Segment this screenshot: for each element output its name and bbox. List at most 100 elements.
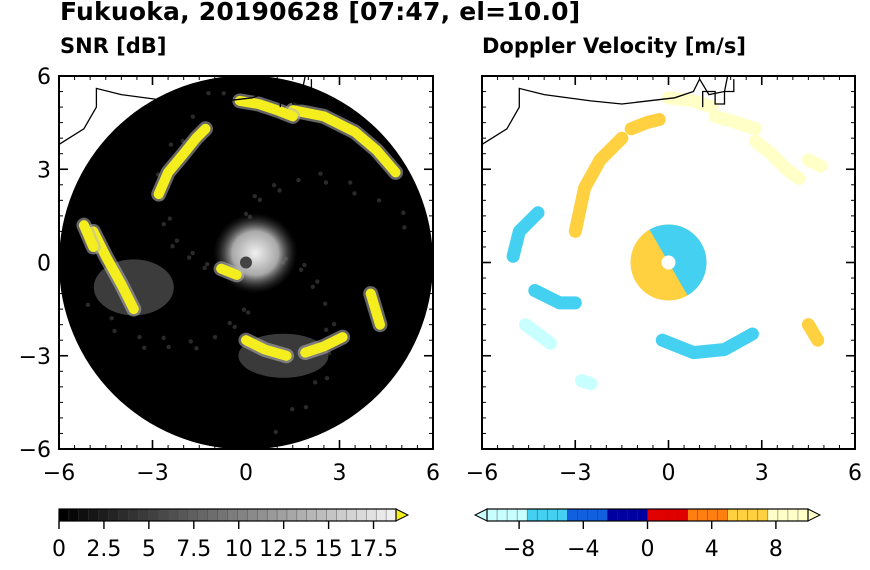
x-tick-label: 0	[239, 461, 253, 486]
colorbar-tick-label: 10	[225, 537, 253, 562]
plot-frame	[58, 75, 434, 450]
colorbar-tick-label: 0	[52, 537, 66, 562]
noise-speckle	[190, 250, 195, 256]
colorbar-tick-label: 8	[769, 537, 783, 562]
colorbar-cell	[336, 508, 348, 522]
noise-speckle	[221, 91, 226, 96]
radar-site	[240, 256, 252, 269]
noise-speckle	[315, 279, 320, 284]
colorbar-cell	[506, 508, 518, 522]
noise-speckle	[227, 320, 232, 326]
colorbar-cell	[617, 508, 629, 522]
colorbar-cell	[667, 508, 679, 522]
colorbar-cell	[677, 508, 689, 522]
colorbar-cell	[777, 508, 789, 522]
colorbar-cell	[157, 508, 169, 522]
colorbar-cell	[587, 508, 599, 522]
noise-speckle	[186, 255, 192, 260]
radar-site	[661, 255, 676, 270]
noise-speckle	[252, 194, 257, 199]
colorbar-cell	[557, 508, 568, 522]
y-tick-label: 0	[37, 252, 51, 277]
y-tick-label: −3	[19, 345, 51, 370]
echo-band	[287, 105, 401, 178]
colorbar-cell	[257, 508, 268, 522]
colorbar-cell	[687, 508, 699, 522]
colorbar-cell	[737, 508, 749, 522]
noise-speckle	[324, 375, 330, 381]
colorbar-cell	[787, 508, 799, 522]
x-tick-label: 0	[662, 461, 676, 486]
noise-speckle	[348, 180, 353, 185]
noise-speckle	[190, 114, 196, 119]
echo-band	[241, 335, 292, 361]
ground-clutter	[213, 213, 298, 294]
colorbar-tick-label: 12.5	[259, 537, 308, 562]
colorbar-tick-label: 2.5	[86, 537, 121, 562]
colorbar-tick-label: −8	[503, 537, 535, 562]
y-tick-label: 6	[37, 65, 51, 90]
noise-speckle	[174, 238, 180, 243]
colorbar-cell	[486, 508, 498, 522]
noise-speckle	[212, 335, 218, 340]
noise-speckle	[206, 90, 211, 96]
velocity-echo	[575, 374, 598, 391]
noise-speckle	[205, 261, 210, 267]
noise-speckle	[273, 429, 279, 435]
harbor-outline	[702, 79, 735, 108]
noise-speckle	[161, 335, 166, 341]
colorbar-cell	[597, 508, 609, 522]
colorbar-tick-label: 4	[705, 537, 719, 562]
colorbar-extend-high	[807, 508, 822, 522]
velocity-echo	[568, 131, 629, 238]
colorbar-cell	[108, 508, 120, 522]
colorbar-cell	[58, 508, 70, 522]
noise-speckle	[277, 188, 282, 193]
colorbar-cell	[227, 508, 239, 522]
noise-speckle	[112, 328, 117, 334]
noise-speckle	[166, 344, 171, 350]
colorbar-cell	[577, 508, 589, 522]
noise-speckle	[241, 307, 247, 312]
colorbar-cell	[637, 508, 649, 522]
colorbar-cell	[567, 508, 578, 522]
colorbar-cell	[526, 508, 538, 522]
colorbar-cell	[306, 508, 318, 522]
colorbar-cell	[546, 508, 558, 522]
colorbar-cell	[118, 508, 130, 522]
left-panel-title: SNR [dB]	[60, 34, 167, 58]
echo-band	[153, 123, 211, 200]
colorbar-cell	[717, 508, 729, 522]
colorbar-cell	[647, 508, 659, 522]
colorbar-cell	[68, 508, 80, 522]
colorbar-cell	[88, 508, 100, 522]
colorbar-cell	[326, 508, 338, 522]
noise-speckle	[352, 191, 357, 196]
noise-speckle	[85, 302, 91, 308]
colorbar-cell	[767, 508, 779, 522]
noise-speckle	[109, 315, 114, 321]
x-tick-label: −6	[466, 461, 498, 486]
noise-speckle	[188, 339, 193, 344]
colorbar-cell	[128, 508, 139, 522]
noise-speckle	[170, 244, 175, 249]
colorbar-cell	[657, 508, 669, 522]
colorbar-cell	[78, 508, 90, 522]
figure-title: Fukuoka, 20190628 [07:47, el=10.0]	[60, 0, 581, 26]
colorbar-cell	[607, 508, 619, 522]
noise-speckle	[401, 210, 406, 216]
noise-speckle	[168, 142, 174, 147]
colorbar-cell	[187, 508, 199, 522]
velocity-echo	[528, 284, 582, 310]
colorbar-cell	[138, 508, 149, 522]
echo-band	[365, 288, 385, 330]
echo-band	[234, 95, 298, 122]
colorbar-cell	[366, 508, 377, 522]
colorbar-cell	[286, 508, 298, 522]
colorbar-tick-label: −4	[567, 537, 599, 562]
velocity-echo	[662, 91, 719, 114]
noise-speckle	[161, 221, 167, 227]
colorbar-cell	[707, 508, 719, 522]
colorbar-cell	[148, 508, 159, 522]
colorbar-cell	[217, 508, 229, 522]
